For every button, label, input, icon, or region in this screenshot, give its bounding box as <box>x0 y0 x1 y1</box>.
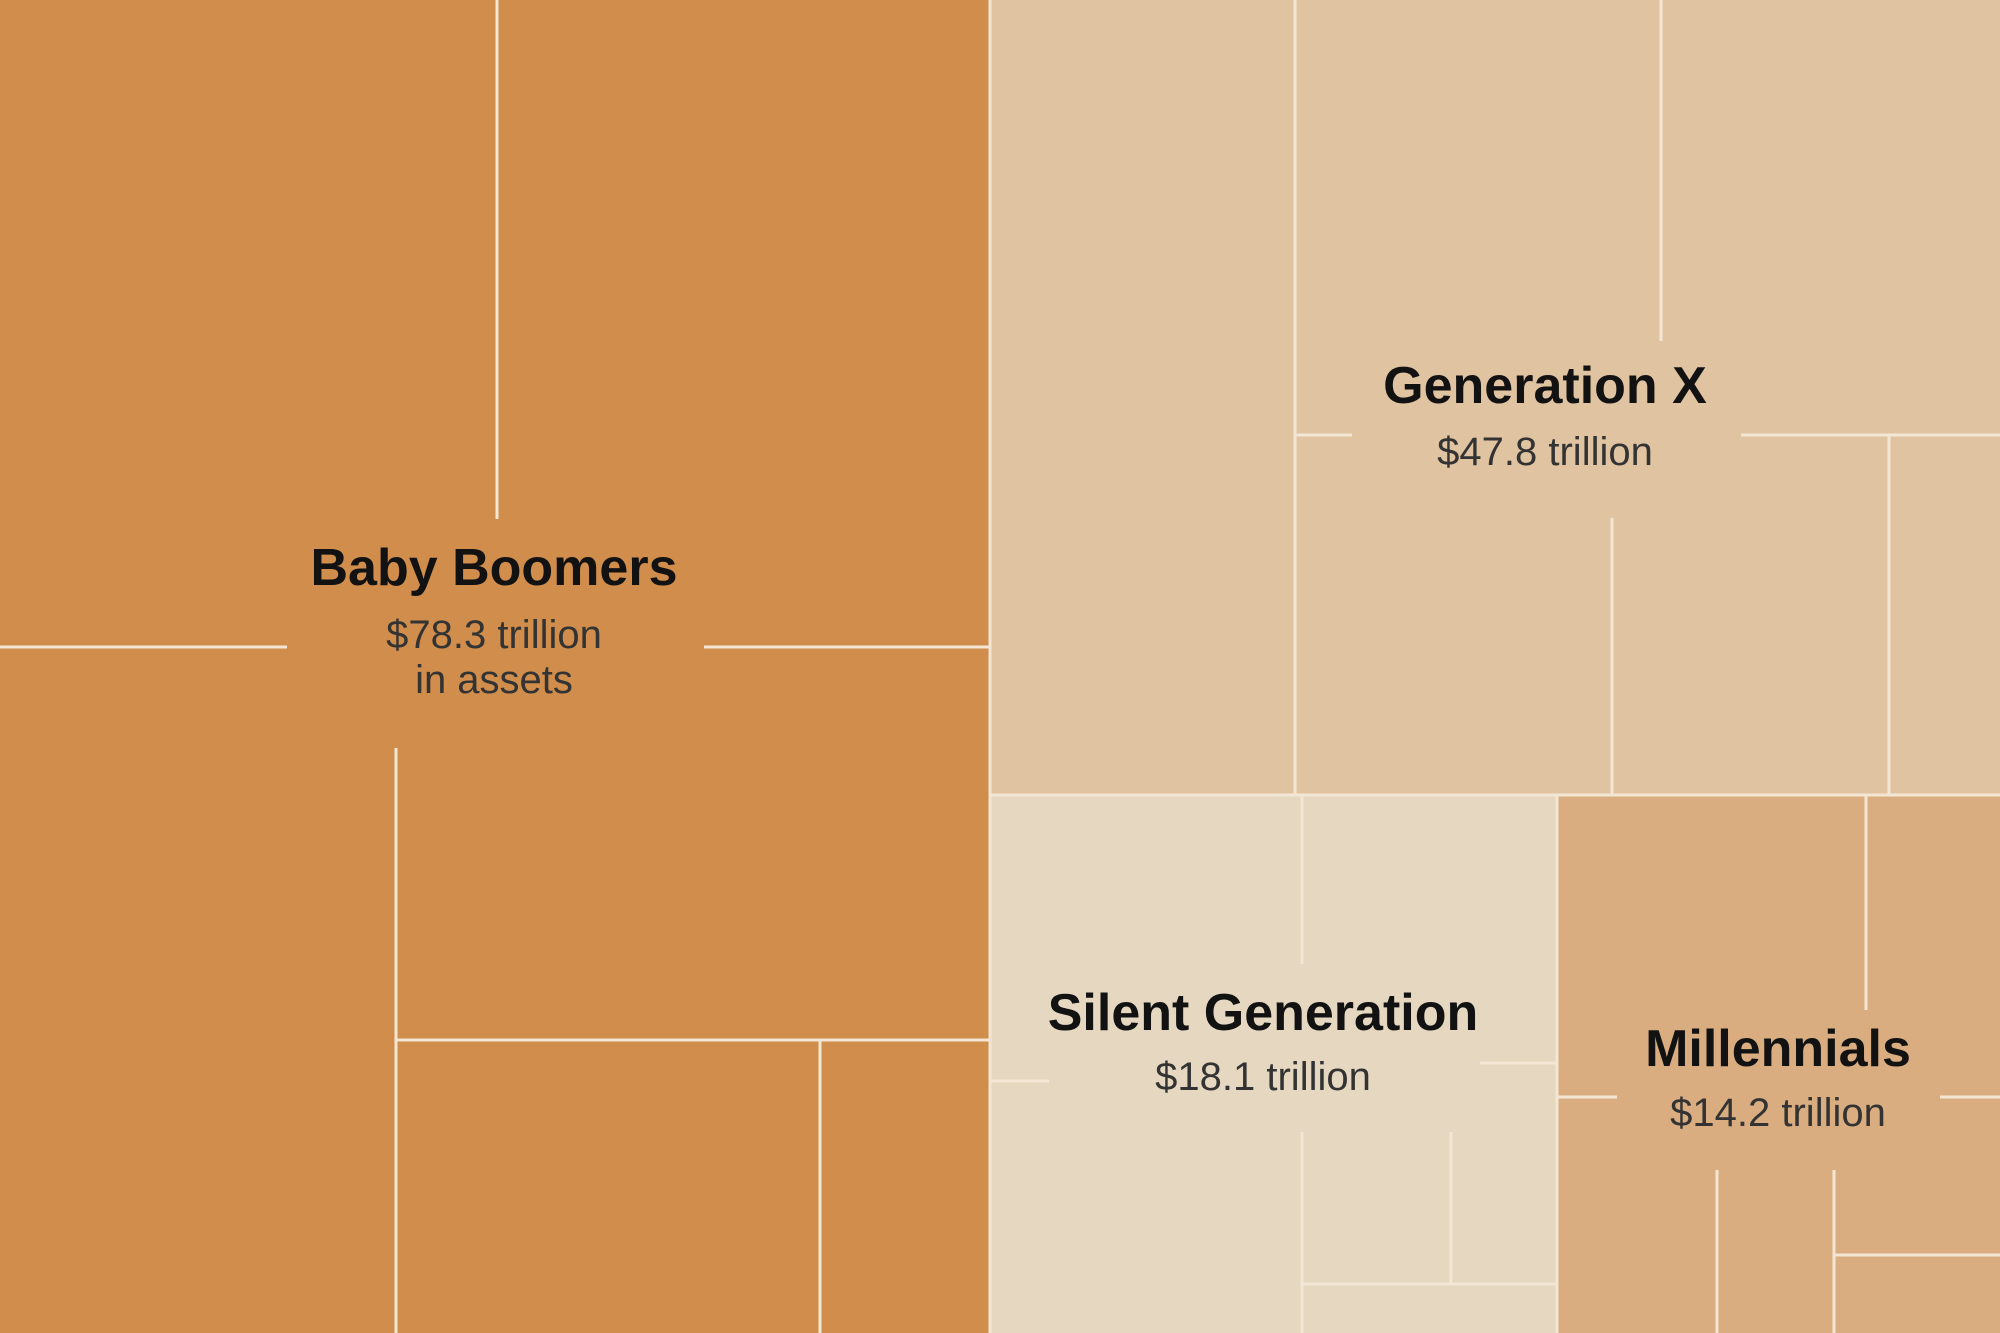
cell-silent-generation <box>990 795 1557 1333</box>
label-baby-boomers-value: $78.3 trillion <box>386 613 602 657</box>
label-generation-x-value: $47.8 trillion <box>1437 430 1653 474</box>
cell-baby-boomers <box>0 0 990 1333</box>
label-silent-generation: Silent Generation $18.1 trillion <box>1048 984 1479 1099</box>
label-silent-generation-value: $18.1 trillion <box>1155 1055 1371 1099</box>
label-generation-x: Generation X $47.8 trillion <box>1383 357 1707 474</box>
label-silent-generation-name: Silent Generation <box>1048 984 1479 1042</box>
label-millennials-name: Millennials <box>1645 1020 1911 1078</box>
cell-generation-x <box>990 0 2000 795</box>
label-millennials-value: $14.2 trillion <box>1670 1091 1886 1135</box>
label-generation-x-name: Generation X <box>1383 357 1707 415</box>
label-baby-boomers-sub: in assets <box>415 658 573 702</box>
label-millennials: Millennials $14.2 trillion <box>1645 1020 1911 1135</box>
cell-millennials <box>1557 795 2000 1333</box>
label-baby-boomers: Baby Boomers $78.3 trillion in assets <box>311 539 678 702</box>
label-baby-boomers-name: Baby Boomers <box>311 539 678 597</box>
